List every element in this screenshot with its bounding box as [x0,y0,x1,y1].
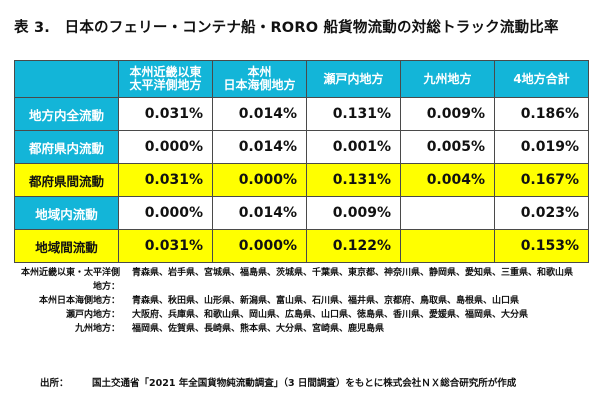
ratio-table: 本州近畿以東 太平洋側地方 本州 日本海側地方 瀬戸内地方 九州地方 4地方合計 地… [14,60,589,263]
row-header: 地方内全流動 [14,97,119,131]
col-header: 4地方合計 [494,60,589,98]
header-row: 本州近畿以東 太平洋側地方 本州 日本海側地方 瀬戸内地方 九州地方 4地方合計 [14,60,589,98]
table-title: 表 3. 日本のフェリー・コンテナ船・RORO 船貨物流動の対総トラック流動比率 [14,20,559,36]
source-text: 国土交通省「2021 年全国貨物純流動調査」（3 日間調査）をもとに株式会社ＮＸ… [92,378,517,389]
table-row: 地域内流動 0.000% 0.014% 0.009% 0.023% [14,196,589,230]
note-row: 九州地方： 福岡県、佐賀県、長崎県、熊本県、大分県、宮崎県、鹿児島県 [14,322,584,336]
table-cell: 0.000% [118,130,213,164]
table-cell: 0.014% [212,97,307,131]
table-cell: 0.031% [118,97,213,131]
table-cell: 0.000% [118,196,213,230]
table-cell: 0.009% [400,97,495,131]
table-cell: 0.122% [306,229,401,263]
note-row: 本州近畿以東・太平洋側地方： 青森県、岩手県、宮城県、福島県、茨城県、千葉県、東… [14,266,584,294]
table-cell: 0.023% [494,196,589,230]
table-row: 都府県内流動 0.000% 0.014% 0.001% 0.005% 0.019… [14,130,589,164]
table-cell: 0.014% [212,196,307,230]
table-cell: 0.167% [494,163,589,197]
note-text: 青森県、岩手県、宮城県、福島県、茨城県、千葉県、東京都、神奈川県、静岡県、愛知県… [132,268,574,278]
table-cell: 0.000% [212,229,307,263]
note-row: 瀬戸内地方： 大阪府、兵庫県、和歌山県、岡山県、広島県、山口県、徳島県、香川県、… [14,308,584,322]
col-header: 本州近畿以東 太平洋側地方 [118,60,213,98]
table-cell: 0.001% [306,130,401,164]
note-label: 本州近畿以東・太平洋側地方： [20,268,120,292]
corner-cell [14,60,119,98]
col-header: 九州地方 [400,60,495,98]
table-row: 地方内全流動 0.031% 0.014% 0.131% 0.009% 0.186… [14,97,589,131]
table-row: 都府県間流動 0.031% 0.000% 0.131% 0.004% 0.167… [14,163,589,197]
note-row: 本州日本海側地方： 青森県、秋田県、山形県、新潟県、富山県、石川県、福井県、京都… [14,294,584,308]
source-label: 出所： [40,378,69,389]
table-cell: 0.186% [494,97,589,131]
table-cell: 0.005% [400,130,495,164]
row-header: 地域内流動 [14,196,119,230]
table-cell: 0.131% [306,97,401,131]
col-header: 本州 日本海側地方 [212,60,307,98]
table-cell: 0.131% [306,163,401,197]
note-label: 本州日本海側地方： [38,296,120,306]
region-notes: 本州近畿以東・太平洋側地方： 青森県、岩手県、宮城県、福島県、茨城県、千葉県、東… [14,266,584,336]
note-text: 青森県、秋田県、山形県、新潟県、富山県、石川県、福井県、京都府、鳥取県、島根県、… [132,296,520,306]
row-header: 都府県内流動 [14,130,119,164]
row-header: 都府県間流動 [14,163,119,197]
table-row: 地域間流動 0.031% 0.000% 0.122% 0.153% [14,229,589,263]
note-label: 瀬戸内地方： [65,310,120,320]
note-label: 九州地方： [74,324,120,334]
table-cell: 0.153% [494,229,589,263]
table-cell: 0.019% [494,130,589,164]
table-cell: 0.031% [118,163,213,197]
table-cell: 0.004% [400,163,495,197]
table-cell: 0.031% [118,229,213,263]
note-text: 福岡県、佐賀県、長崎県、熊本県、大分県、宮崎県、鹿児島県 [132,324,385,334]
note-text: 大阪府、兵庫県、和歌山県、岡山県、広島県、山口県、徳島県、香川県、愛媛県、福岡県… [132,310,529,320]
table-cell: 0.009% [306,196,401,230]
table-cell [400,196,495,230]
row-header: 地域間流動 [14,229,119,263]
table-cell: 0.000% [212,163,307,197]
col-header: 瀬戸内地方 [306,60,401,98]
table-cell: 0.014% [212,130,307,164]
source-note: 出所： 国土交通省「2021 年全国貨物純流動調査」（3 日間調査）をもとに株式会… [40,375,516,389]
table-cell [400,229,495,263]
